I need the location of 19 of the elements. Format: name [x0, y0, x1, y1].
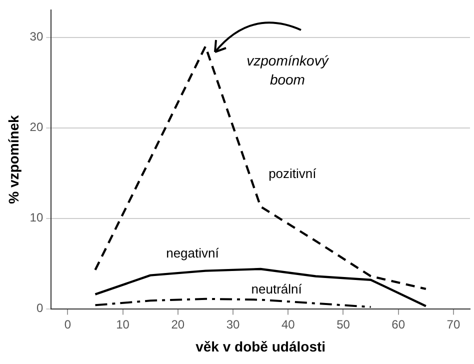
x-tick-label: 70 [446, 317, 460, 332]
series-label: neutrální [251, 281, 302, 296]
y-tick-label: 10 [30, 210, 44, 225]
x-tick-label: 60 [392, 317, 406, 332]
x-tick-label: 20 [171, 317, 185, 332]
x-axis-title: věk v době události [196, 338, 326, 354]
x-tick-label: 40 [281, 317, 296, 332]
annotation: vzpomínkový boom [246, 52, 330, 88]
x-tick-label: 50 [336, 317, 350, 332]
x-tick-label: 10 [116, 317, 130, 332]
x-tick-label: 30 [226, 317, 240, 332]
y-axis-title: % vzpomínek [5, 114, 22, 204]
series-label: negativní [166, 245, 220, 260]
line-series [94, 298, 372, 308]
y-tick-label: 30 [30, 30, 44, 44]
series-label: pozitivní [268, 166, 317, 182]
x-tick-label: 0 [64, 317, 72, 332]
y-tick-label: 0 [36, 301, 44, 316]
y-tick-label: 20 [30, 120, 44, 134]
